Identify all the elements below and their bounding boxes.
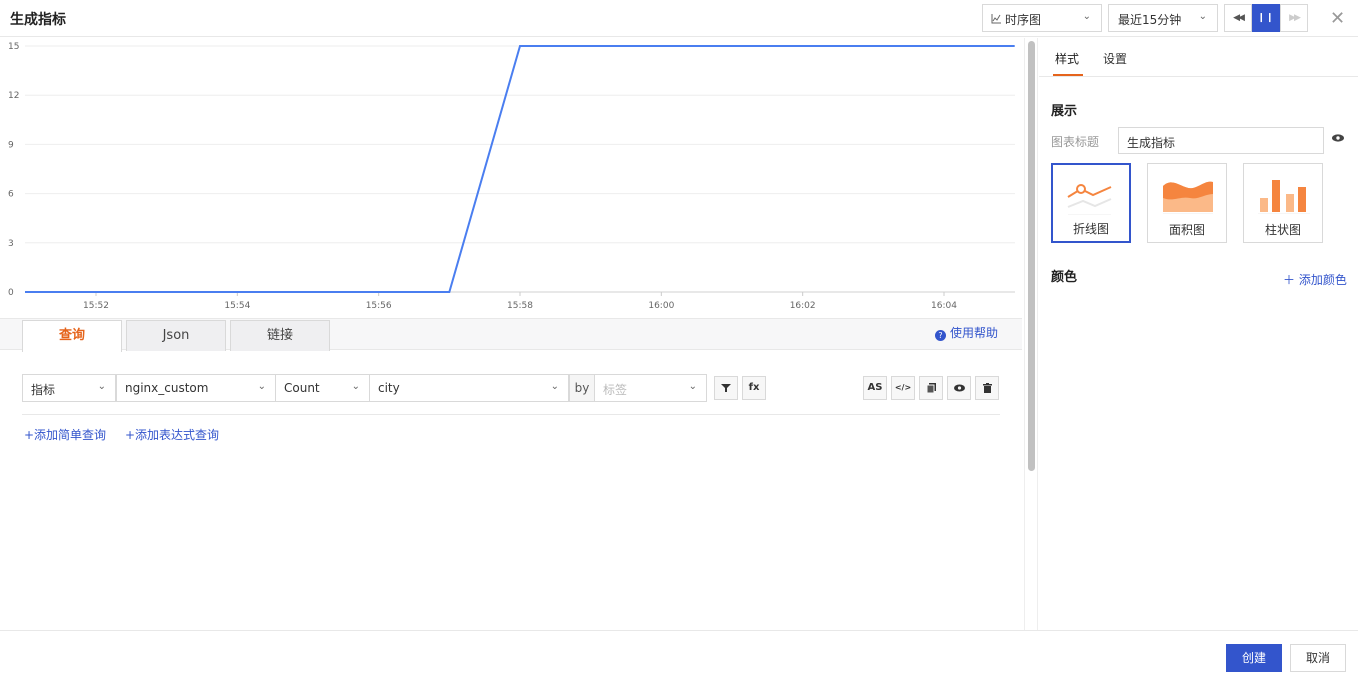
pause-icon: ❙❙ — [1257, 13, 1275, 23]
query-divider — [22, 414, 1000, 415]
copy-icon — [926, 383, 936, 394]
x-tick-label: 15:58 — [507, 301, 533, 311]
fast-forward-icon: ▶▶ — [1289, 13, 1301, 23]
y-tick-label: 9 — [8, 140, 14, 150]
footer-bar: 创建 取消 — [0, 630, 1358, 679]
field-value: city — [378, 381, 400, 395]
query-type-value: 指标 — [31, 383, 56, 397]
aggregate-select[interactable]: Count ⌄ — [275, 374, 370, 402]
chart-type-area[interactable]: 面积图 — [1147, 163, 1227, 243]
filter-icon — [721, 384, 731, 392]
add-color-button[interactable]: ＋ 添加颜色 — [1283, 273, 1347, 287]
chevron-down-icon: ⌄ — [1082, 11, 1091, 22]
delete-button[interactable] — [975, 376, 999, 400]
x-tick-label: 16:04 — [931, 301, 957, 311]
field-select[interactable]: city ⌄ — [369, 374, 569, 402]
active-tab-indicator — [1053, 74, 1083, 76]
code-button[interactable]: </> — [891, 376, 915, 400]
header-bar: 生成指标 时序图 ⌄ 最近15分钟 ⌄ ◀◀ ❙❙ ▶▶ ✕ — [0, 0, 1358, 37]
tab-json[interactable]: Json — [126, 320, 226, 351]
section-display-heading: 展示 — [1051, 104, 1078, 119]
chart-type-line-label: 折线图 — [1072, 222, 1109, 236]
aggregate-value: Count — [284, 381, 320, 395]
x-tick-label: 16:00 — [648, 301, 674, 311]
close-icon: ✕ — [1330, 8, 1346, 29]
query-tabs: 查询 Json 链接 ? 使用帮助 — [0, 318, 1022, 352]
help-link[interactable]: ? 使用帮助 — [935, 324, 998, 341]
x-tick-label: 15:54 — [224, 301, 250, 311]
chart-type-select[interactable]: 时序图 ⌄ — [982, 4, 1102, 32]
chart-type-bar-label: 柱状图 — [1264, 223, 1301, 237]
bar-chart-icon — [1258, 180, 1310, 214]
scrollbar-thumb[interactable] — [1028, 41, 1035, 471]
x-tick-label: 15:52 — [83, 301, 109, 311]
add-simple-query-link[interactable]: +添加简单查询 — [24, 428, 107, 442]
timeseries-chart: 0 3 6 9 12 15 15:52 15:54 15:56 15:58 16:00 16:02 16… — [0, 37, 1022, 318]
tab-settings[interactable]: 设置 — [1103, 52, 1128, 66]
rewind-button[interactable]: ◀◀ — [1224, 4, 1252, 32]
tab-link[interactable]: 链接 — [230, 320, 330, 351]
filter-button[interactable] — [714, 376, 738, 400]
copy-button[interactable] — [919, 376, 943, 400]
x-tick-label: 15:56 — [366, 301, 392, 311]
alias-button[interactable]: AS — [863, 376, 887, 400]
cancel-button[interactable]: 取消 — [1290, 644, 1346, 672]
tab-query[interactable]: 查询 — [22, 320, 122, 352]
help-label: 使用帮助 — [950, 326, 999, 340]
eye-icon — [953, 384, 965, 392]
measurement-select[interactable]: nginx_custom ⌄ — [116, 374, 276, 402]
by-label: by — [569, 374, 595, 402]
time-range-value: 最近15分钟 — [1118, 13, 1182, 27]
close-button[interactable]: ✕ — [1330, 8, 1345, 29]
y-tick-label: 12 — [8, 91, 19, 101]
tag-placeholder: 标签 — [603, 383, 628, 397]
chart-title-label: 图表标题 — [1051, 135, 1100, 149]
fast-forward-button[interactable]: ▶▶ — [1280, 4, 1308, 32]
chart-title-input[interactable]: 生成指标 — [1118, 127, 1324, 154]
measurement-value: nginx_custom — [125, 381, 209, 395]
trash-icon — [982, 383, 992, 393]
tab-style[interactable]: 样式 — [1055, 52, 1080, 66]
title-visibility-icon[interactable] — [1332, 134, 1344, 142]
chart-type-value: 时序图 — [1005, 13, 1042, 27]
chevron-down-icon: ⌄ — [97, 381, 106, 392]
line-chart-icon — [1067, 184, 1112, 215]
create-button[interactable]: 创建 — [1226, 644, 1282, 672]
chart-type-area-label: 面积图 — [1168, 223, 1205, 237]
add-expression-query-link[interactable]: +添加表达式查询 — [125, 428, 220, 442]
pause-button[interactable]: ❙❙ — [1252, 4, 1280, 32]
x-tick-label: 16:02 — [790, 301, 816, 311]
style-panel: 样式 设置 展示 图表标题 生成指标 折线图 面积图 柱状图 颜色 — [1039, 38, 1358, 630]
chevron-down-icon: ⌄ — [257, 381, 266, 392]
page-title: 生成指标 — [10, 12, 66, 28]
line-chart-icon — [991, 14, 1001, 24]
vertical-scrollbar[interactable] — [1024, 38, 1038, 630]
area-chart-icon — [1163, 181, 1213, 214]
help-icon: ? — [935, 330, 946, 341]
code-icon: </> — [894, 383, 912, 392]
chart-canvas: 0 3 6 9 12 15 15:52 15:54 15:56 15:58 16:00 16:02 16… — [8, 42, 1015, 311]
y-tick-label: 6 — [8, 190, 14, 200]
chart-type-line[interactable]: 折线图 — [1051, 163, 1131, 243]
tabs-divider — [1039, 76, 1358, 77]
rewind-icon: ◀◀ — [1233, 13, 1245, 23]
preview-button[interactable] — [947, 376, 971, 400]
y-tick-label: 0 — [8, 288, 14, 298]
fx-button[interactable]: fx — [742, 376, 766, 400]
section-color-heading: 颜色 — [1051, 270, 1078, 285]
series-line — [25, 45, 1015, 293]
chevron-down-icon: ⌄ — [351, 381, 360, 392]
tag-select[interactable]: 标签 ⌄ — [594, 374, 707, 402]
chevron-down-icon: ⌄ — [1198, 11, 1207, 22]
chevron-down-icon: ⌄ — [688, 381, 697, 392]
y-tick-label: 15 — [8, 42, 19, 52]
query-type-select[interactable]: 指标 ⌄ — [22, 374, 116, 402]
chevron-down-icon: ⌄ — [550, 381, 559, 392]
chart-type-bar[interactable]: 柱状图 — [1243, 163, 1323, 243]
time-range-select[interactable]: 最近15分钟 ⌄ — [1108, 4, 1218, 32]
y-tick-label: 3 — [8, 239, 14, 249]
